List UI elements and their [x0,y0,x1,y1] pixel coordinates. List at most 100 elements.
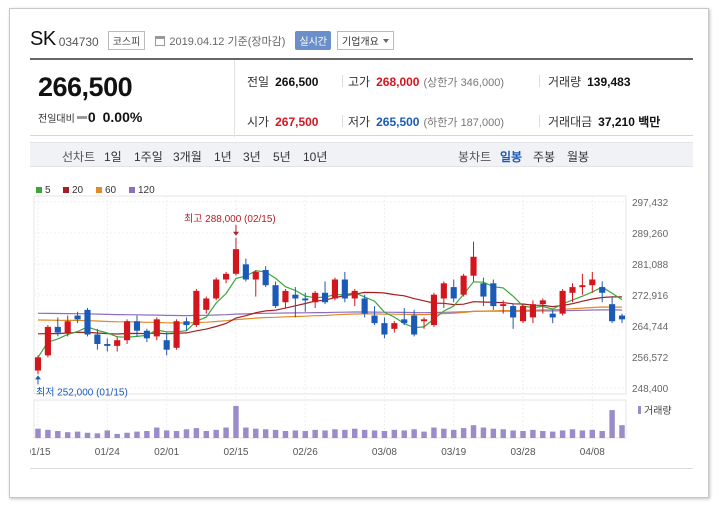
candle-body [321,292,329,303]
period-1d[interactable]: 1일 [104,150,122,164]
calendar-icon [155,35,166,46]
stock-name: SK [30,27,56,50]
volume-bar [549,431,556,438]
volume-bar [470,425,477,438]
candle-body [232,249,240,274]
date-text: 2019.04.12 기준(장마감) [169,35,286,48]
x-tick-label: 02/01 [154,447,179,458]
candle-monthly[interactable]: 월봉 [567,150,590,164]
volume-bar [322,430,328,438]
period-1w[interactable]: 1주일 [134,150,163,164]
candle-body [282,290,289,303]
y-tick-label: 272,916 [632,291,669,302]
volume-bar [262,429,269,438]
candle-body [94,334,101,344]
legend-label-120: 120 [138,185,155,196]
candle-body [430,294,438,326]
volume-bar [243,427,249,438]
volume-bar [134,431,140,438]
volume-bar [213,429,219,438]
candle-body [133,321,141,331]
volume-bar [282,431,289,438]
volume-bar [55,431,61,438]
candle-daily[interactable]: 일봉 [500,150,523,164]
period-5y[interactable]: 5년 [273,150,291,164]
volume-bar [451,429,457,438]
volume-bar [609,410,615,438]
candle-body [272,285,279,307]
legend-label-20: 20 [72,185,84,196]
candle-body [519,306,527,322]
period-bar: 선차트 1일 1주일 3개월 1년 3년 5년 10년 봉차트 일봉 주봉 월봉 [30,142,693,167]
flat-icon [76,115,87,119]
y-tick-label: 264,744 [632,322,669,333]
volume-bar [272,429,279,438]
volume-bar [589,429,596,438]
candle-body [242,264,249,280]
company-info-dropdown[interactable]: 기업개요 [337,31,394,50]
volume-bar [332,429,338,438]
candle-body [599,287,606,293]
volume-bar [342,429,348,438]
stock-code: 034730 [58,34,99,49]
candle-body [401,319,408,324]
max-annotation: 최고 288,000 (02/15) [184,213,276,225]
candle-body [361,298,368,314]
x-tick-label: 01/24 [95,447,120,458]
volume-bar [431,427,437,438]
volume-bar [579,430,586,438]
period-1y[interactable]: 1년 [214,150,232,164]
candle-body [104,343,111,346]
high-price: 고가 268,000 (상한가 346,000) [348,75,504,89]
volume-bar [35,428,41,438]
candle-body [381,323,388,335]
y-tick-label: 281,088 [632,260,669,271]
volume-bar [569,429,576,438]
period-3y[interactable]: 3년 [243,150,261,164]
candle-body [34,357,42,371]
change-value: 0 [87,109,96,125]
volume-bar [104,430,111,438]
volume-legend-swatch [638,406,641,414]
candle-body [114,340,121,346]
volume-bar [302,431,308,438]
candle-body [539,300,546,305]
open-price: 시가 267,500 [247,115,319,129]
y-tick-label: 289,260 [632,229,669,240]
candle-body [450,287,457,299]
candle-body [609,304,616,322]
stock-header: SK 034730 코스피 2019.04.12 기준(장마감) 실시간 기업개… [30,27,394,51]
realtime-button[interactable]: 실시간 [295,31,331,50]
candle-weekly[interactable]: 주봉 [533,150,556,164]
volume-bar [559,430,566,438]
volume-bar [441,428,447,438]
period-10y[interactable]: 10년 [303,150,328,164]
candle-body [500,304,507,307]
low-price: 저가 265,500 (하한가 187,000) [348,115,504,129]
chart-svg: 297,432 289,260 281,088 272,916 264,744 256,5… [30,185,672,458]
candle-body [302,298,309,301]
volume-bar [84,432,91,438]
candle-body [292,294,299,299]
ma20-line [37,291,622,335]
line-chart-label: 선차트 [62,150,96,164]
volume-bar [401,430,407,438]
candle-body [529,304,536,318]
candle-body [510,306,517,318]
candle-body [54,326,61,333]
chevron-down-icon [382,38,389,43]
volume-bar [233,406,239,438]
volume-bar [124,432,130,438]
candle-body [341,279,348,299]
volume-bar [154,427,160,438]
volume-bar [480,427,487,438]
volume-bar [352,428,358,438]
candle-body [173,321,180,348]
legend-swatch-120 [129,187,135,193]
date-info: 2019.04.12 기준(장마감) [155,33,285,49]
volume-bar [599,431,605,438]
volume-bar [490,428,497,438]
volume-bar [312,429,318,438]
period-3m[interactable]: 3개월 [173,150,202,164]
trade-amount: 거래대금 37,210 백만 [548,115,661,129]
